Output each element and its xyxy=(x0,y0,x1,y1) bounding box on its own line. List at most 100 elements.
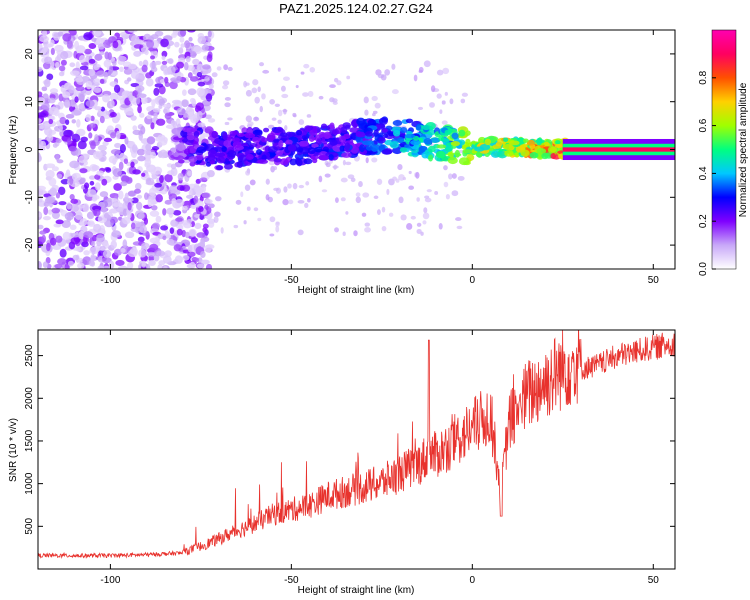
heatmap-cell xyxy=(363,96,369,104)
heatmap-cell xyxy=(346,75,351,80)
heatmap-cell xyxy=(69,224,77,231)
heatmap-cell xyxy=(169,147,178,153)
heatmap-cell xyxy=(520,149,530,157)
heatmap-cell xyxy=(449,98,454,105)
heatmap-cell xyxy=(38,97,46,105)
heatmap-cell xyxy=(418,69,423,73)
heatmap-cell xyxy=(245,115,253,123)
heatmap-cell xyxy=(392,119,403,127)
heatmap-cell xyxy=(244,184,251,191)
heatmap-cell xyxy=(214,196,222,202)
heatmap-cell xyxy=(260,137,268,143)
heatmap-cell xyxy=(383,133,389,138)
heatmap-cell xyxy=(138,249,147,258)
snr-x-tick: 50 xyxy=(648,575,660,586)
heatmap-cell xyxy=(143,149,152,156)
heatmap-cell xyxy=(92,30,102,37)
heatmap-cell xyxy=(189,161,196,167)
heatmap-cell xyxy=(223,163,233,170)
heatmap-cell xyxy=(59,116,67,125)
heatmap-cell xyxy=(56,173,63,179)
heatmap-cell xyxy=(451,132,459,140)
heatmap-cell xyxy=(56,159,64,164)
heatmap-cell xyxy=(124,136,129,145)
heatmap-cell xyxy=(66,202,72,210)
snr-plot-frame xyxy=(37,329,676,570)
heatmap-cell xyxy=(167,66,172,75)
heatmap-cell xyxy=(245,153,254,161)
heatmap-cell xyxy=(224,102,231,108)
heatmap-cell xyxy=(71,119,77,124)
heatmap-cell xyxy=(320,123,328,129)
heatmap-cell xyxy=(149,151,157,159)
heatmap-cell xyxy=(179,36,185,43)
heatmap-cell xyxy=(175,217,183,222)
heatmap-cell xyxy=(158,139,168,146)
heatmap-cell xyxy=(46,195,56,204)
heatmap-cell xyxy=(312,158,318,164)
heatmap-cell xyxy=(137,212,145,220)
heatmap-cell xyxy=(220,227,224,234)
heatmap-cell xyxy=(87,189,97,197)
heatmap-cell xyxy=(176,228,183,236)
heatmap-cell xyxy=(269,216,276,223)
heatmap-cell xyxy=(344,142,351,151)
heatmap-cell xyxy=(116,95,123,101)
heatmap-cell xyxy=(391,63,396,70)
snr-y-tick: 500 xyxy=(24,518,35,535)
heatmap-cell xyxy=(61,91,71,99)
heatmap-cell xyxy=(392,129,401,137)
heatmap-cell xyxy=(259,62,265,67)
heatmap-cell xyxy=(164,173,173,183)
heatmap-tone-band xyxy=(562,147,675,152)
heatmap-cell xyxy=(130,115,137,121)
heatmap-cell xyxy=(430,137,441,143)
heatmap-cell xyxy=(62,33,72,42)
heatmap-cell xyxy=(166,238,175,246)
heatmap-cell xyxy=(94,53,103,61)
heatmap-cell xyxy=(44,78,51,88)
colorbar-tick: 0.0 xyxy=(698,262,709,276)
heatmap-cell xyxy=(243,220,247,225)
heatmap-cell xyxy=(51,207,61,214)
heatmap-cell xyxy=(89,175,96,180)
heatmap-cell xyxy=(278,139,284,148)
heatmap-cell xyxy=(101,257,112,264)
heatmap-cell xyxy=(277,119,282,125)
heatmap-cell xyxy=(91,240,96,247)
heatmap-cell xyxy=(77,204,86,209)
heatmap-cell xyxy=(484,138,491,146)
heatmap-cell xyxy=(156,250,166,257)
heatmap-cell xyxy=(120,181,128,187)
heatmap-cell xyxy=(285,139,293,145)
heatmap-cell xyxy=(55,138,62,144)
heatmap-cell xyxy=(209,160,216,165)
heatmap-cell xyxy=(143,217,149,225)
heatmap-cell xyxy=(304,202,309,209)
heatmap-cell xyxy=(454,149,460,158)
heatmap-cell xyxy=(427,145,436,153)
heatmap-cell xyxy=(193,130,200,138)
heatmap-cell xyxy=(526,139,535,146)
heatmap-cell xyxy=(364,222,371,227)
heatmap-cell xyxy=(343,133,351,140)
heatmap-cell xyxy=(105,110,111,115)
heatmap-cell xyxy=(62,231,71,241)
heatmap-cell xyxy=(188,36,193,42)
heatmap-cell xyxy=(126,111,134,116)
heatmap-cell xyxy=(44,127,53,136)
heatmap-cell xyxy=(145,72,152,79)
heatmap-cell xyxy=(283,108,287,115)
heatmap-y-tick: 0 xyxy=(24,146,35,152)
heatmap-cell xyxy=(292,182,298,190)
heatmap-cell xyxy=(69,70,80,77)
heatmap-cell xyxy=(102,140,109,146)
heatmap-cell xyxy=(277,109,283,117)
heatmap-cell xyxy=(128,63,137,69)
heatmap-cell xyxy=(43,44,48,53)
heatmap-cell xyxy=(257,86,261,93)
heatmap-cell xyxy=(54,44,64,52)
heatmap-cell xyxy=(38,212,43,218)
heatmap-cell xyxy=(43,201,50,207)
heatmap-cell xyxy=(381,206,386,213)
